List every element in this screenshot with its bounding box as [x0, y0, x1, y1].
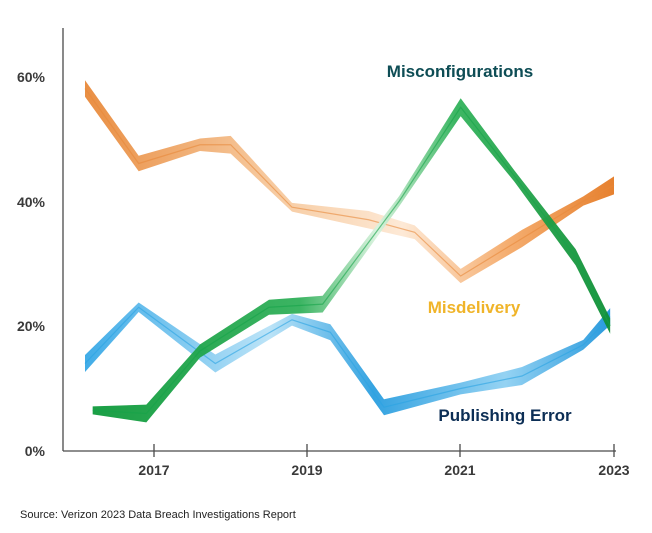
y-tick-label: 0%: [25, 443, 46, 459]
series-ribbon: [85, 302, 611, 416]
series-ribbon: [85, 80, 614, 284]
series-line: [84, 306, 611, 408]
x-tick-label: 2021: [444, 462, 475, 478]
series-misdelivery: [84, 80, 615, 284]
y-tick-label: 40%: [17, 194, 46, 210]
series-label-misconfigurations: Misconfigurations: [387, 62, 533, 81]
series-line: [84, 88, 615, 277]
series-ribbon: [92, 98, 611, 423]
series-publishing-error: [84, 302, 611, 416]
x-tick-label: 2017: [138, 462, 169, 478]
series-misconfigurations: [92, 98, 611, 423]
series-layer: [84, 80, 615, 423]
y-ticks: 0% 20% 40% 60%: [17, 69, 46, 459]
source-note: Source: Verizon 2023 Data Breach Investi…: [20, 509, 296, 521]
y-tick-label: 60%: [17, 69, 46, 85]
series-line: [92, 106, 611, 415]
x-tick-label: 2023: [598, 462, 629, 478]
x-ticks: 2017 2019 2021 2023: [138, 444, 630, 478]
series-label-misdelivery: Misdelivery: [428, 298, 521, 317]
x-tick-label: 2019: [291, 462, 322, 478]
y-tick-label: 20%: [17, 318, 46, 334]
series-label-publishing-error: Publishing Error: [438, 406, 572, 425]
